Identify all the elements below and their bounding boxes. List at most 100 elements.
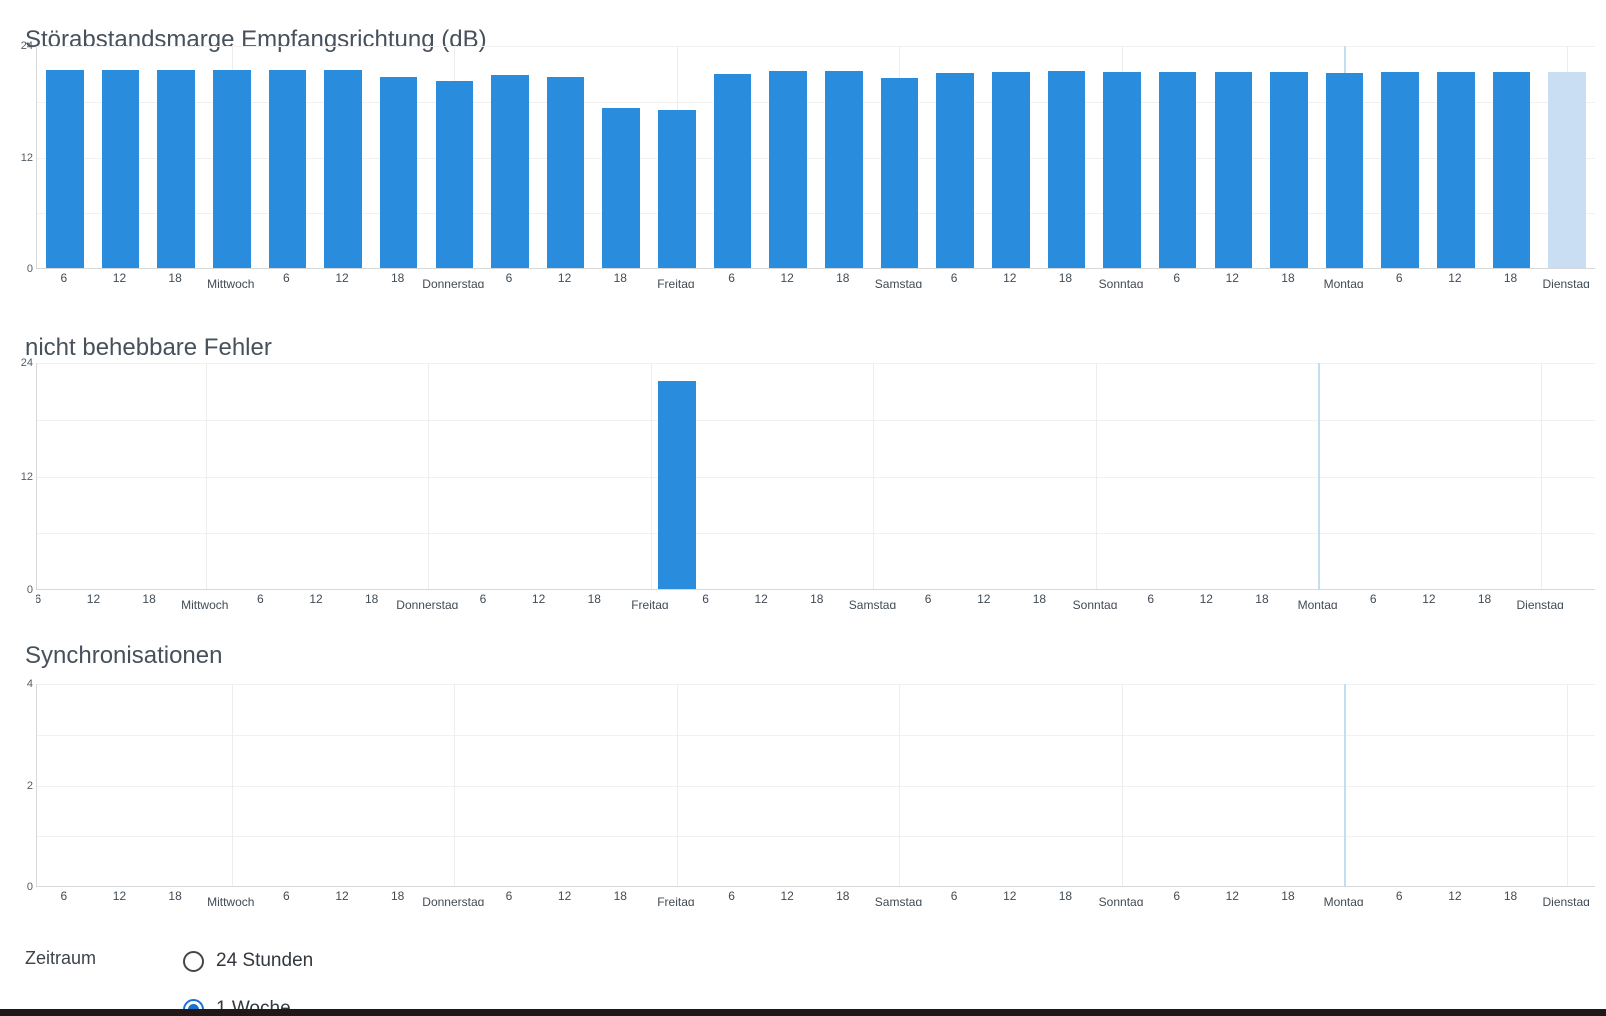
bar[interactable] xyxy=(713,73,752,268)
x-axis-hour-label: 18 xyxy=(390,271,405,285)
bar[interactable] xyxy=(46,70,84,268)
gridline-horizontal xyxy=(37,213,1595,215)
x-axis-day-label: Freitag xyxy=(657,277,695,288)
bar[interactable] xyxy=(1214,71,1253,268)
x-axis-hour-label: 6 xyxy=(505,271,513,285)
bar[interactable] xyxy=(1103,71,1141,268)
bar[interactable] xyxy=(268,70,307,268)
y-axis-tick-label: 24 xyxy=(20,40,33,52)
x-axis-hour-label: 6 xyxy=(1395,271,1403,285)
gridline-day-boundary xyxy=(231,684,233,886)
x-axis-hour-label: 6 xyxy=(36,592,42,606)
x-axis-hour-label: 12 xyxy=(1003,271,1017,285)
bar[interactable] xyxy=(157,70,195,268)
x-axis-day-label: Donnerstag xyxy=(422,895,485,906)
gridline-horizontal xyxy=(37,157,1595,159)
x-axis-hour-label: 18 xyxy=(1281,889,1295,903)
bar[interactable] xyxy=(602,108,641,268)
window-bottom-edge xyxy=(0,1009,1606,1016)
bar[interactable] xyxy=(1548,71,1586,268)
gridline-day-boundary xyxy=(873,363,875,589)
snr-margin-x-axis-labels: 6 12 18 Mittwoch 6 12 18 Donnerstag 6 12 18 Freitag… xyxy=(36,269,1594,288)
x-axis-hour-label: 12 xyxy=(1448,271,1462,285)
bar[interactable] xyxy=(435,81,474,268)
bar[interactable] xyxy=(1381,71,1420,268)
y-axis-tick-label: 0 xyxy=(26,881,33,893)
x-axis-hour-label: 18 xyxy=(810,592,824,606)
bar[interactable] xyxy=(658,110,696,268)
snr-margin-plot-area: 0 12 24 xyxy=(21,40,1595,275)
x-axis-hour-label: 6 xyxy=(1173,889,1181,903)
bar[interactable] xyxy=(936,72,974,268)
radio-option-24-stunden[interactable]: 24 Stunden xyxy=(183,950,313,972)
bar[interactable] xyxy=(991,71,1030,268)
gridline-horizontal xyxy=(37,419,1595,421)
bar[interactable] xyxy=(491,74,529,268)
gridline-day-boundary xyxy=(205,363,207,589)
bar[interactable] xyxy=(769,71,807,268)
current-period-marker-line xyxy=(1343,684,1346,886)
x-axis-day-label: Dienstag xyxy=(1542,895,1590,906)
x-axis-hour-label: 6 xyxy=(505,889,513,903)
gridline-day-boundary xyxy=(1122,684,1124,886)
x-axis-day-label: Montag xyxy=(1323,895,1364,906)
x-axis-hour-label: 6 xyxy=(1147,592,1155,606)
x-axis-hour-label: 18 xyxy=(1281,271,1295,285)
x-axis-hour-label: 18 xyxy=(364,592,379,606)
x-axis-hour-label: 12 xyxy=(754,592,768,606)
x-axis-hour-label: 6 xyxy=(1369,592,1377,606)
x-axis-hour-label: 18 xyxy=(1058,889,1073,903)
y-axis-tick-label: 4 xyxy=(26,678,33,690)
x-axis-hour-label: 6 xyxy=(1173,271,1181,285)
x-axis-day-label: Montag xyxy=(1297,598,1338,609)
bar[interactable] xyxy=(1270,71,1308,268)
bar[interactable] xyxy=(379,76,418,268)
x-axis-hour-label: 12 xyxy=(309,592,323,606)
x-axis-hour-label: 6 xyxy=(950,889,958,903)
bar[interactable] xyxy=(212,70,251,268)
gridline-horizontal xyxy=(37,785,1595,787)
x-axis-day-label: Sonntag xyxy=(1072,598,1118,609)
bar[interactable] xyxy=(1158,71,1197,268)
bar[interactable] xyxy=(880,78,919,268)
bar[interactable] xyxy=(1325,72,1364,268)
x-axis-hour-label: 12 xyxy=(112,889,127,903)
x-axis-hour-label: 18 xyxy=(390,889,405,903)
bar[interactable] xyxy=(546,76,585,268)
x-axis-hour-label: 6 xyxy=(728,889,735,903)
x-axis-day-label: Samstag xyxy=(848,598,897,609)
radio-option-label[interactable]: 24 Stunden xyxy=(216,950,314,971)
uncorrectable-errors-plot-area: 0 12 24 xyxy=(21,357,1595,596)
bar[interactable] xyxy=(101,70,140,268)
gridline-horizontal xyxy=(37,46,1595,47)
radio-unselected-icon[interactable] xyxy=(183,950,204,972)
bar[interactable] xyxy=(1492,71,1531,268)
x-axis-day-label: Mittwoch xyxy=(207,895,255,906)
x-axis-hour-label: 18 xyxy=(587,592,601,606)
x-axis-hour-label: 12 xyxy=(86,592,101,606)
x-axis-day-label: Montag xyxy=(1323,277,1364,288)
current-period-marker-line xyxy=(1317,363,1320,589)
bar[interactable] xyxy=(658,380,696,589)
bar[interactable] xyxy=(825,71,863,268)
y-axis-tick-label: 12 xyxy=(20,470,33,483)
x-axis-day-label: Freitag xyxy=(631,598,669,609)
chart-title-uncorrectable-errors: nicht behebbare Fehler xyxy=(25,333,272,361)
x-axis-hour-label: 18 xyxy=(1058,271,1073,285)
x-axis-hour-label: 6 xyxy=(283,271,290,285)
x-axis-hour-label: 18 xyxy=(168,889,182,903)
bar[interactable] xyxy=(1047,71,1086,268)
x-axis-hour-label: 18 xyxy=(142,592,156,606)
x-axis-hour-label: 12 xyxy=(112,271,127,285)
gridline-horizontal xyxy=(37,684,1595,685)
x-axis-hour-label: 12 xyxy=(557,271,572,285)
x-axis-hour-label: 12 xyxy=(557,889,572,903)
x-axis-day-label: Donnerstag xyxy=(422,277,485,288)
gridline-day-boundary xyxy=(1096,363,1098,589)
bar[interactable] xyxy=(324,70,362,268)
synchronizations-x-axis-labels: 6 12 18 Mittwoch 6 12 18 Donnerstag 6 12 18 Freitag… xyxy=(36,887,1594,906)
bar[interactable] xyxy=(1437,71,1475,268)
x-axis-hour-label: 12 xyxy=(780,889,794,903)
x-axis-hour-label: 12 xyxy=(1003,889,1017,903)
